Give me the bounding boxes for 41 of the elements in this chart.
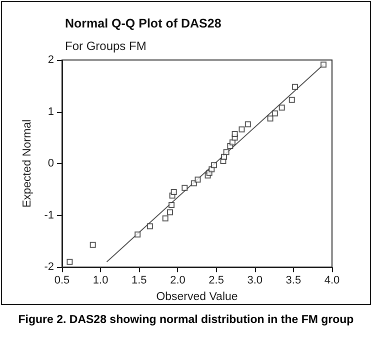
x-tick-label: 1.0 (92, 274, 108, 287)
x-tick-label: 3.5 (286, 274, 302, 287)
point (244, 121, 251, 128)
point (168, 202, 175, 208)
chart-title: Normal Q-Q Plot of DAS28 (65, 16, 222, 30)
point (66, 258, 73, 265)
x-tick-label: 1.5 (131, 274, 147, 287)
point (320, 62, 327, 68)
x-tick-label: 4.0 (324, 274, 340, 287)
y-tick-label: 0 (48, 158, 54, 170)
point (221, 154, 227, 160)
point (272, 110, 278, 116)
point (134, 231, 141, 238)
point (182, 184, 188, 191)
x-tick-label: 3.0 (247, 274, 263, 287)
x-tick-label: 2.5 (208, 274, 224, 287)
point (210, 162, 217, 168)
point (167, 209, 173, 216)
point (288, 96, 295, 103)
point (238, 126, 245, 132)
point (194, 176, 201, 183)
y-tick-label: 1 (48, 106, 54, 118)
point (146, 223, 153, 230)
y-tick-label: -1 (44, 209, 54, 222)
point (278, 104, 285, 111)
point (292, 84, 298, 90)
y-tick-label: 2 (48, 54, 54, 66)
point (223, 149, 230, 156)
y-axis-title: Expected Normal (21, 119, 34, 208)
point (170, 189, 177, 196)
caption: Figure 2. DAS28 showing normal distribution in the FM group (17, 314, 355, 326)
chart-subtitle: For Groups FM (65, 39, 146, 53)
x-tick-label: 0.5 (54, 274, 70, 287)
point (267, 116, 274, 122)
point (90, 242, 96, 248)
y-tick-label: -2 (44, 261, 54, 274)
x-tick-label: 2.0 (170, 274, 186, 287)
point (162, 215, 168, 222)
point (232, 131, 238, 138)
point (229, 139, 236, 146)
x-axis-title: Observed Value (156, 291, 238, 303)
